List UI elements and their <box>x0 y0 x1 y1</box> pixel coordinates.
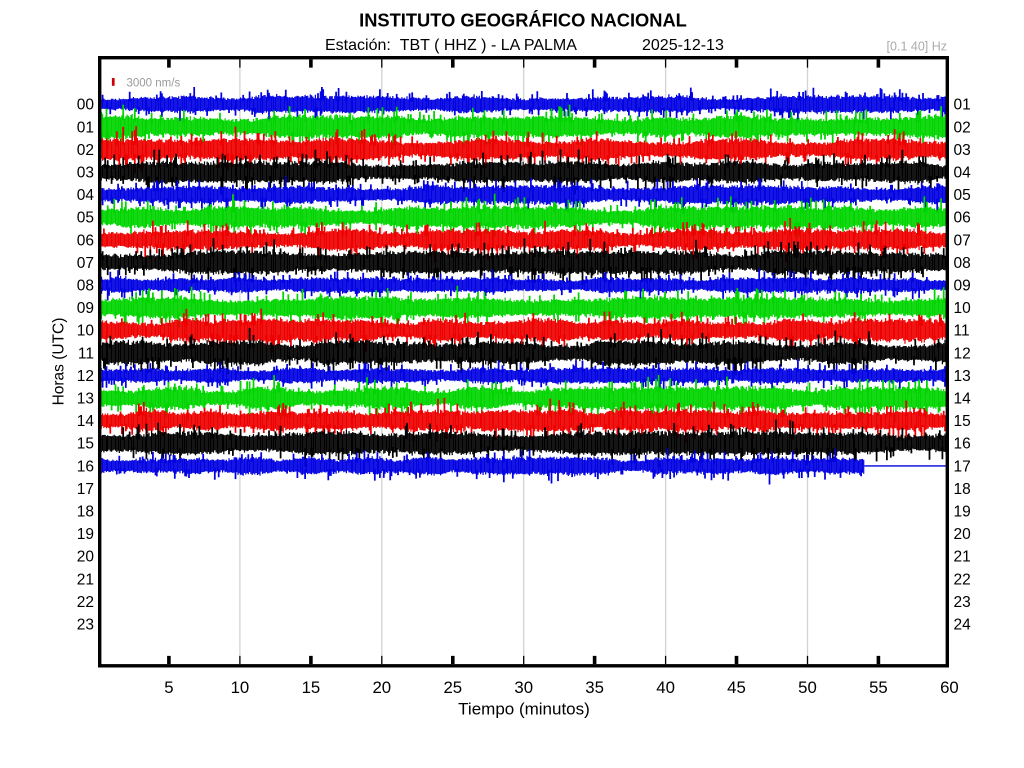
svg-text:15: 15 <box>954 413 971 430</box>
svg-text:40: 40 <box>656 678 675 697</box>
svg-text:08: 08 <box>954 255 971 272</box>
svg-text:16: 16 <box>954 436 971 453</box>
svg-text:11: 11 <box>954 323 970 340</box>
svg-text:15: 15 <box>77 436 94 453</box>
svg-text:60: 60 <box>940 678 959 697</box>
svg-text:3000 nm/s: 3000 nm/s <box>127 77 181 89</box>
svg-text:Estación: TBT ( HHZ ) - LA PA: Estación: TBT ( HHZ ) - LA PALMA <box>325 37 577 54</box>
svg-text:20: 20 <box>954 526 972 543</box>
svg-text:05: 05 <box>954 187 971 204</box>
svg-text:10: 10 <box>954 300 972 317</box>
svg-text:10: 10 <box>231 678 250 697</box>
svg-text:45: 45 <box>727 678 746 697</box>
svg-text:50: 50 <box>798 678 817 697</box>
svg-text:[0.1 40] Hz: [0.1 40] Hz <box>887 40 947 54</box>
svg-text:07: 07 <box>954 232 971 249</box>
svg-text:17: 17 <box>77 481 94 498</box>
svg-text:07: 07 <box>77 255 94 272</box>
svg-text:04: 04 <box>77 187 95 204</box>
svg-text:18: 18 <box>77 504 94 521</box>
svg-text:09: 09 <box>77 300 94 317</box>
svg-text:22: 22 <box>954 571 971 588</box>
svg-text:02: 02 <box>954 119 971 136</box>
svg-text:12: 12 <box>954 345 971 362</box>
svg-text:06: 06 <box>77 232 94 249</box>
svg-text:5: 5 <box>164 678 173 697</box>
svg-text:24: 24 <box>954 617 972 634</box>
svg-text:Tiempo (minutos): Tiempo (minutos) <box>458 700 590 719</box>
svg-text:23: 23 <box>77 617 94 634</box>
svg-text:19: 19 <box>77 526 94 543</box>
svg-text:22: 22 <box>77 594 94 611</box>
svg-text:00: 00 <box>77 97 95 114</box>
svg-text:20: 20 <box>372 678 391 697</box>
svg-text:18: 18 <box>954 481 971 498</box>
svg-text:14: 14 <box>77 413 95 430</box>
svg-text:01: 01 <box>954 97 971 114</box>
svg-text:02: 02 <box>77 142 94 159</box>
svg-text:08: 08 <box>77 278 94 295</box>
svg-text:12: 12 <box>77 368 94 385</box>
svg-text:03: 03 <box>77 165 94 182</box>
svg-text:25: 25 <box>443 678 462 697</box>
svg-text:11: 11 <box>78 345 94 362</box>
svg-text:23: 23 <box>954 594 971 611</box>
svg-text:21: 21 <box>77 571 94 588</box>
svg-text:19: 19 <box>954 504 971 521</box>
svg-text:05: 05 <box>77 210 94 227</box>
svg-text:10: 10 <box>77 323 95 340</box>
svg-text:09: 09 <box>954 278 971 295</box>
svg-text:55: 55 <box>869 678 888 697</box>
svg-text:03: 03 <box>954 142 971 159</box>
svg-text:2025-12-13: 2025-12-13 <box>642 37 724 54</box>
svg-text:21: 21 <box>954 549 971 566</box>
svg-text:01: 01 <box>77 119 94 136</box>
svg-text:13: 13 <box>77 391 94 408</box>
svg-text:06: 06 <box>954 210 971 227</box>
svg-text:16: 16 <box>77 458 94 475</box>
svg-text:14: 14 <box>954 391 972 408</box>
svg-text:04: 04 <box>954 165 972 182</box>
svg-text:20: 20 <box>77 549 95 566</box>
svg-text:Horas (UTC): Horas (UTC) <box>51 318 68 406</box>
svg-text:35: 35 <box>585 678 604 697</box>
svg-text:INSTITUTO GEOGRÁFICO NACIONAL: INSTITUTO GEOGRÁFICO NACIONAL <box>359 10 687 31</box>
svg-text:17: 17 <box>954 458 971 475</box>
svg-text:30: 30 <box>514 678 533 697</box>
svg-text:15: 15 <box>302 678 321 697</box>
svg-text:13: 13 <box>954 368 971 385</box>
